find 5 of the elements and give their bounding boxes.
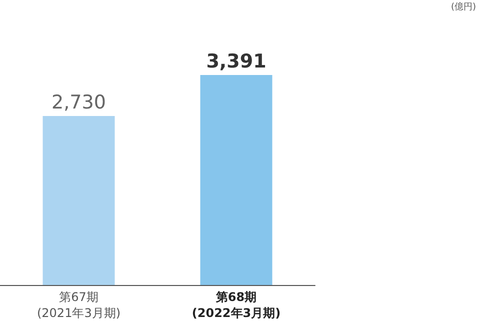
x-tick-label: 第68期 (2022年3月期) <box>192 290 281 320</box>
text: (億円) <box>450 2 476 12</box>
data-label: 2,730 <box>52 91 106 114</box>
x-tick-label: 第67期 (2021年3月期) <box>36 290 121 320</box>
data-label: 3,391 <box>206 50 266 73</box>
